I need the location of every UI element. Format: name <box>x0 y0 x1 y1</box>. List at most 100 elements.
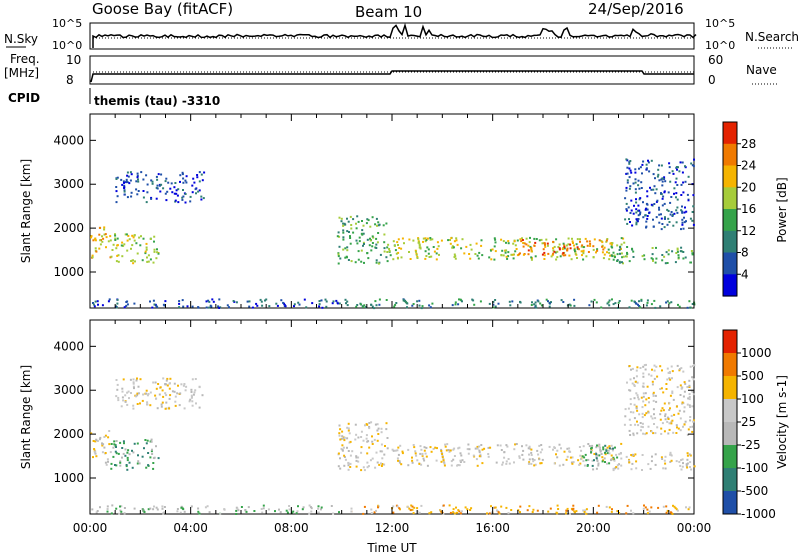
data-pixel <box>663 202 666 205</box>
data-pixel <box>370 303 373 306</box>
data-pixel <box>453 455 456 457</box>
data-pixel <box>622 237 625 240</box>
data-pixel <box>534 463 537 466</box>
data-pixel <box>366 218 369 221</box>
data-pixel <box>122 244 125 247</box>
data-pixel <box>605 239 608 242</box>
data-pixel <box>120 178 123 181</box>
data-pixel <box>452 448 455 451</box>
data-pixel <box>208 511 211 514</box>
data-pixel <box>450 460 453 463</box>
data-pixel <box>648 510 651 513</box>
data-pixel <box>191 404 194 407</box>
data-pixel <box>663 226 666 229</box>
data-pixel <box>527 244 530 247</box>
data-pixel <box>651 380 654 383</box>
data-pixel <box>573 244 575 247</box>
data-pixel <box>653 185 656 188</box>
data-pixel <box>146 191 149 194</box>
data-pixel <box>598 446 601 449</box>
data-pixel <box>611 449 614 452</box>
data-pixel <box>572 507 575 510</box>
data-pixel <box>401 237 404 240</box>
data-pixel <box>615 466 618 469</box>
data-pixel <box>421 305 424 308</box>
colorbar-cell <box>723 274 737 297</box>
data-pixel <box>373 307 376 310</box>
data-pixel <box>164 192 167 195</box>
data-pixel <box>374 466 377 469</box>
data-pixel <box>688 506 691 509</box>
data-pixel <box>382 224 385 227</box>
data-pixel <box>121 387 124 390</box>
data-pixel <box>606 462 608 465</box>
data-pixel <box>136 174 139 177</box>
data-pixel <box>342 236 345 239</box>
data-pixel <box>136 252 139 255</box>
data-pixel <box>672 431 675 434</box>
data-pixel <box>650 374 653 377</box>
data-pixel <box>611 508 613 511</box>
data-pixel <box>634 423 637 426</box>
data-pixel <box>152 462 155 464</box>
data-pixel <box>567 237 570 240</box>
data-pixel <box>406 302 409 305</box>
data-pixel <box>193 391 196 394</box>
data-pixel <box>411 456 413 459</box>
data-pixel <box>507 242 510 245</box>
colorbar-tick-label: 20 <box>741 180 756 194</box>
data-pixel <box>152 261 155 264</box>
data-pixel <box>121 396 124 399</box>
data-pixel <box>111 504 114 507</box>
data-pixel <box>683 221 686 224</box>
data-pixel <box>680 246 683 249</box>
data-pixel <box>630 299 633 302</box>
colorbar-cell <box>723 143 737 167</box>
data-pixel <box>505 506 508 509</box>
data-pixel <box>397 453 400 456</box>
data-pixel <box>198 180 201 183</box>
data-pixel <box>562 463 565 466</box>
data-pixel <box>539 462 542 465</box>
data-pixel <box>677 412 680 415</box>
data-pixel <box>207 299 210 302</box>
data-pixel <box>610 510 613 513</box>
data-pixel <box>681 223 684 226</box>
data-pixel <box>297 505 299 508</box>
data-pixel <box>513 448 516 451</box>
data-pixel <box>128 238 131 241</box>
data-pixel <box>540 304 543 307</box>
data-pixel <box>626 253 629 255</box>
data-pixel <box>492 303 495 306</box>
data-pixel <box>123 243 126 246</box>
data-pixel <box>461 238 464 241</box>
data-pixel <box>620 252 623 255</box>
data-pixel <box>124 400 127 403</box>
data-pixel <box>467 443 470 446</box>
data-pixel <box>152 508 155 511</box>
data-pixel <box>488 512 491 515</box>
data-pixel <box>639 367 642 369</box>
data-pixel <box>127 234 130 237</box>
data-pixel <box>350 224 353 226</box>
data-pixel <box>190 396 193 399</box>
data-pixel <box>354 261 357 264</box>
data-pixel <box>620 442 623 445</box>
data-pixel <box>653 364 656 367</box>
data-pixel <box>601 460 604 463</box>
data-pixel <box>511 253 514 256</box>
data-pixel <box>94 247 97 250</box>
data-pixel <box>607 301 610 304</box>
data-pixel <box>531 511 534 513</box>
data-pixel <box>176 508 179 510</box>
data-pixel <box>496 444 499 447</box>
data-pixel <box>453 447 456 450</box>
data-pixel <box>641 454 644 456</box>
data-pixel <box>558 247 561 250</box>
data-pixel <box>161 507 164 510</box>
data-pixel <box>519 505 522 508</box>
data-pixel <box>553 245 556 248</box>
data-pixel <box>480 444 483 446</box>
data-pixel <box>670 420 673 423</box>
data-pixel <box>367 465 370 468</box>
